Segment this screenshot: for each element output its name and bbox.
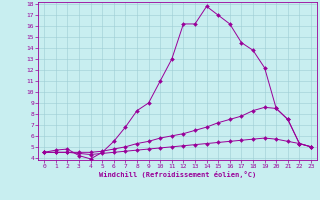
X-axis label: Windchill (Refroidissement éolien,°C): Windchill (Refroidissement éolien,°C) (99, 171, 256, 178)
